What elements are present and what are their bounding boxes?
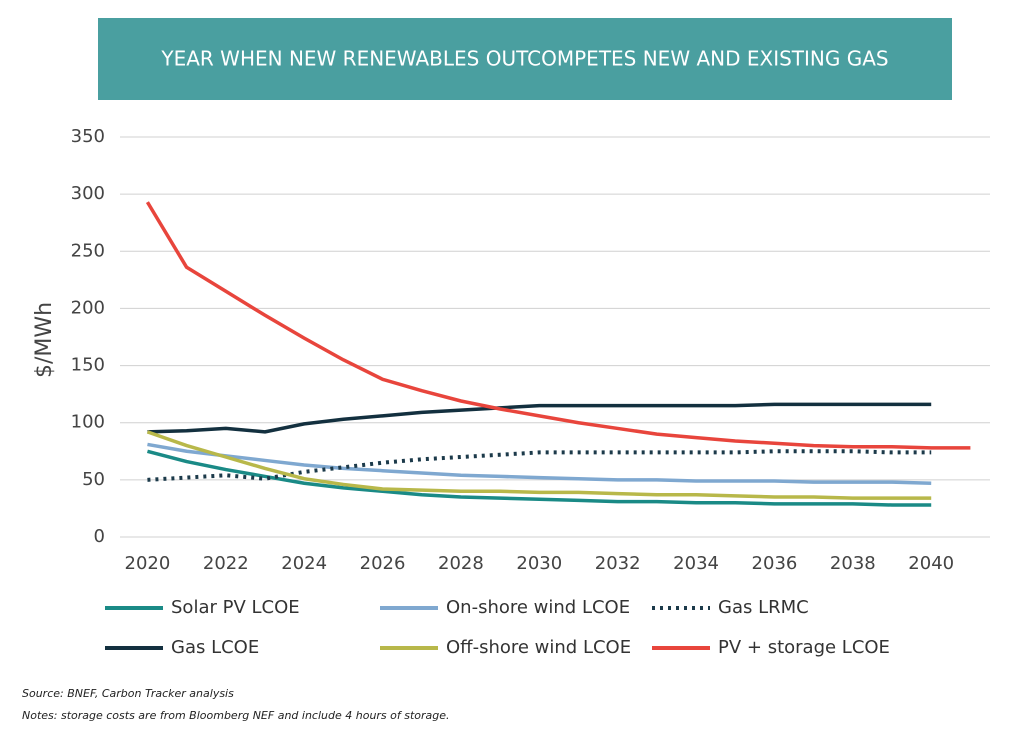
legend-label: Gas LRMC: [718, 597, 809, 618]
y-tick-label: 300: [71, 183, 105, 204]
y-axis-label: $/MWh: [32, 302, 57, 378]
y-tick-label: 0: [94, 526, 105, 547]
x-tick-label: 2032: [595, 553, 641, 574]
y-tick-label: 350: [71, 126, 105, 147]
x-tick-label: 2024: [281, 553, 327, 574]
series-line: [147, 442, 932, 486]
y-tick-label: 250: [71, 240, 105, 261]
x-tick-label: 2028: [438, 553, 484, 574]
legend-label: Gas LCOE: [171, 637, 259, 658]
legend-label: PV + storage LCOE: [718, 637, 890, 658]
series-line: [146, 430, 932, 500]
series-line: [147, 402, 932, 434]
series-line: [145, 201, 971, 450]
legend-label: On-shore wind LCOE: [446, 597, 630, 618]
x-tick-label: 2026: [360, 553, 406, 574]
x-tick-label: 2040: [908, 553, 954, 574]
series-line: [147, 449, 932, 482]
y-tick-label: 200: [71, 297, 105, 318]
x-tick-label: 2020: [125, 553, 171, 574]
footnote: Notes: storage costs are from Bloomberg …: [22, 709, 450, 722]
title-banner: [98, 18, 952, 100]
x-tick-label: 2022: [203, 553, 249, 574]
y-tick-label: 50: [82, 469, 105, 490]
x-tick-label: 2034: [673, 553, 719, 574]
legend-label: Off-shore wind LCOE: [446, 637, 631, 658]
footnote: Source: BNEF, Carbon Tracker analysis: [22, 687, 234, 700]
legend-label: Solar PV LCOE: [171, 597, 300, 618]
y-tick-label: 100: [71, 412, 105, 433]
x-tick-label: 2036: [752, 553, 798, 574]
series-line: [146, 449, 932, 507]
x-tick-label: 2038: [830, 553, 876, 574]
x-tick-label: 2030: [516, 553, 562, 574]
y-tick-label: 150: [71, 355, 105, 376]
chart-title: YEAR WHEN NEW RENEWABLES OUTCOMPETES NEW…: [160, 47, 888, 71]
